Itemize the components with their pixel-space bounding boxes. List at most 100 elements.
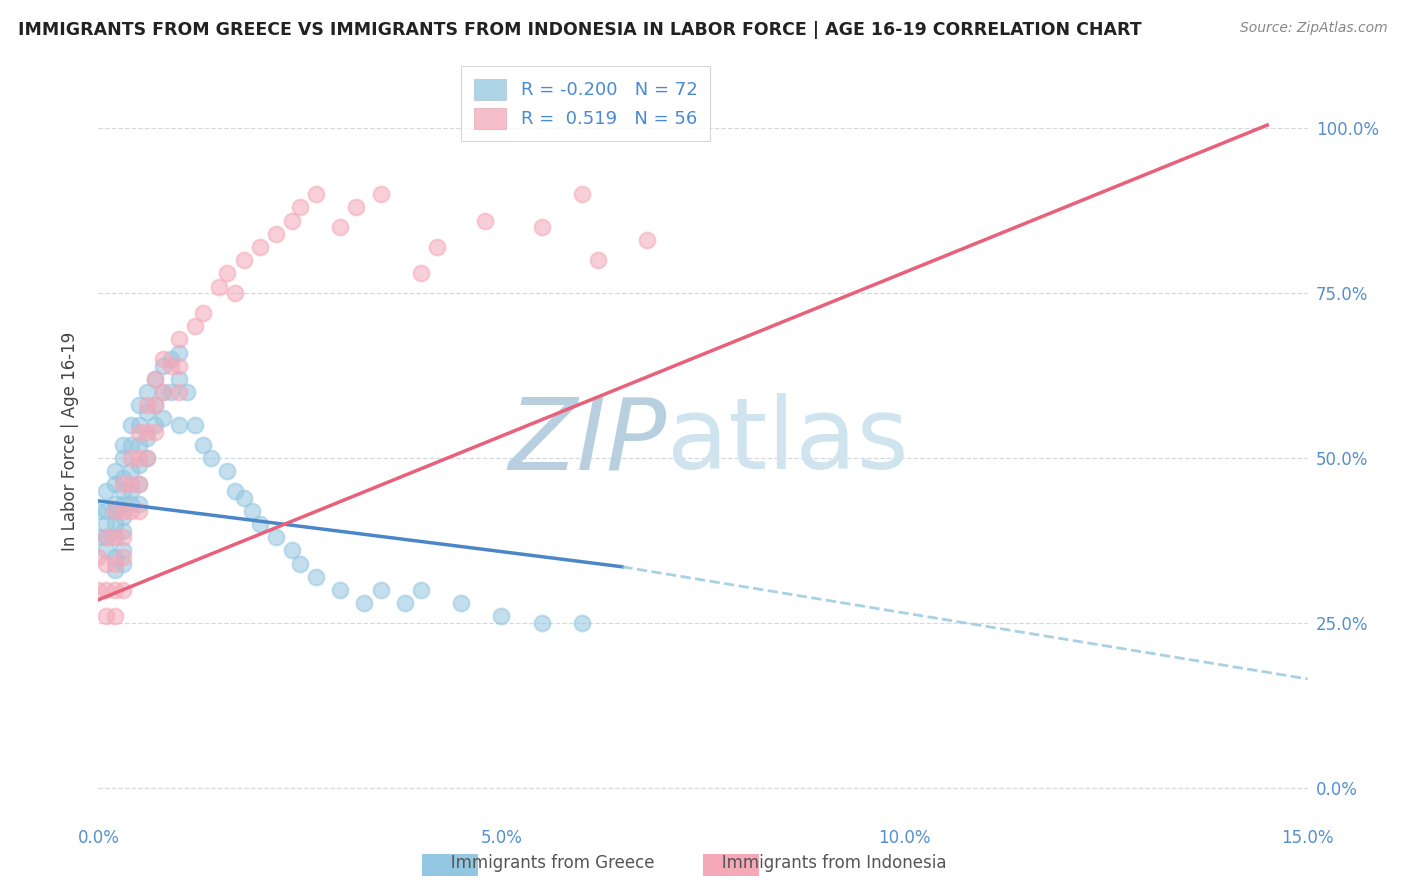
Point	[160, 359, 183, 373]
Point	[103, 516, 125, 531]
Point	[264, 227, 287, 241]
Point	[87, 530, 110, 544]
Point	[249, 240, 271, 254]
Point	[103, 582, 125, 597]
Point	[305, 570, 328, 584]
Point	[120, 438, 142, 452]
Point	[193, 438, 215, 452]
Point	[305, 187, 328, 202]
Point	[135, 425, 157, 439]
Point	[111, 582, 134, 597]
Point	[111, 557, 134, 571]
Point	[370, 187, 392, 202]
Point	[450, 596, 472, 610]
Point	[152, 385, 174, 400]
Point	[111, 510, 134, 524]
Point	[249, 516, 271, 531]
Point	[87, 582, 110, 597]
Point	[167, 332, 190, 346]
Point	[232, 491, 254, 505]
Point	[135, 398, 157, 412]
Point	[167, 385, 190, 400]
Point	[103, 557, 125, 571]
Point	[128, 504, 150, 518]
Point	[344, 201, 367, 215]
Point	[111, 530, 134, 544]
Point	[128, 477, 150, 491]
Point	[193, 306, 215, 320]
Point	[96, 530, 118, 544]
Point	[224, 286, 246, 301]
Point	[491, 609, 513, 624]
Point	[103, 563, 125, 577]
Point	[200, 450, 222, 465]
Point	[96, 557, 118, 571]
Point	[143, 372, 166, 386]
Point	[128, 438, 150, 452]
Point	[184, 319, 207, 334]
Point	[111, 497, 134, 511]
Point	[96, 582, 118, 597]
Point	[87, 549, 110, 564]
Point	[143, 418, 166, 433]
Point	[571, 615, 593, 630]
Point	[103, 549, 125, 564]
Text: Source: ZipAtlas.com: Source: ZipAtlas.com	[1240, 21, 1388, 35]
Point	[96, 609, 118, 624]
Point	[103, 530, 125, 544]
Point	[103, 497, 125, 511]
Point	[232, 253, 254, 268]
Point	[143, 425, 166, 439]
Text: Immigrants from Indonesia: Immigrants from Indonesia	[685, 855, 946, 872]
Point	[128, 458, 150, 472]
Point	[135, 431, 157, 445]
Point	[103, 504, 125, 518]
Point	[636, 234, 658, 248]
Point	[240, 504, 263, 518]
Legend: R = -0.200   N = 72, R =  0.519   N = 56: R = -0.200 N = 72, R = 0.519 N = 56	[461, 66, 710, 141]
Point	[152, 411, 174, 425]
Point	[103, 530, 125, 544]
Point	[530, 220, 553, 235]
Point	[143, 398, 166, 412]
Point	[264, 530, 287, 544]
Point	[329, 220, 352, 235]
Point	[128, 450, 150, 465]
Point	[103, 609, 125, 624]
Y-axis label: In Labor Force | Age 16-19: In Labor Force | Age 16-19	[60, 332, 79, 551]
Point	[103, 504, 125, 518]
Point	[329, 582, 352, 597]
Text: ZIP: ZIP	[509, 393, 666, 490]
Point	[586, 253, 609, 268]
Point	[474, 213, 496, 227]
Text: Immigrants from Greece: Immigrants from Greece	[413, 855, 655, 872]
Point	[160, 352, 183, 367]
Point	[184, 418, 207, 433]
Point	[111, 524, 134, 538]
Point	[152, 352, 174, 367]
Point	[224, 483, 246, 498]
Point	[111, 504, 134, 518]
Point	[111, 549, 134, 564]
Point	[120, 497, 142, 511]
Point	[530, 615, 553, 630]
Point	[128, 398, 150, 412]
Point	[135, 405, 157, 419]
Point	[96, 530, 118, 544]
Point	[176, 385, 198, 400]
Text: IMMIGRANTS FROM GREECE VS IMMIGRANTS FROM INDONESIA IN LABOR FORCE | AGE 16-19 C: IMMIGRANTS FROM GREECE VS IMMIGRANTS FRO…	[18, 21, 1142, 38]
Point	[152, 385, 174, 400]
Point	[120, 450, 142, 465]
Point	[281, 213, 304, 227]
Point	[217, 464, 239, 478]
Point	[128, 497, 150, 511]
Point	[143, 398, 166, 412]
Point	[120, 418, 142, 433]
Point	[103, 464, 125, 478]
Point	[160, 385, 183, 400]
Point	[111, 471, 134, 485]
Point	[426, 240, 449, 254]
Point	[103, 477, 125, 491]
Point	[96, 543, 118, 558]
Point	[111, 438, 134, 452]
